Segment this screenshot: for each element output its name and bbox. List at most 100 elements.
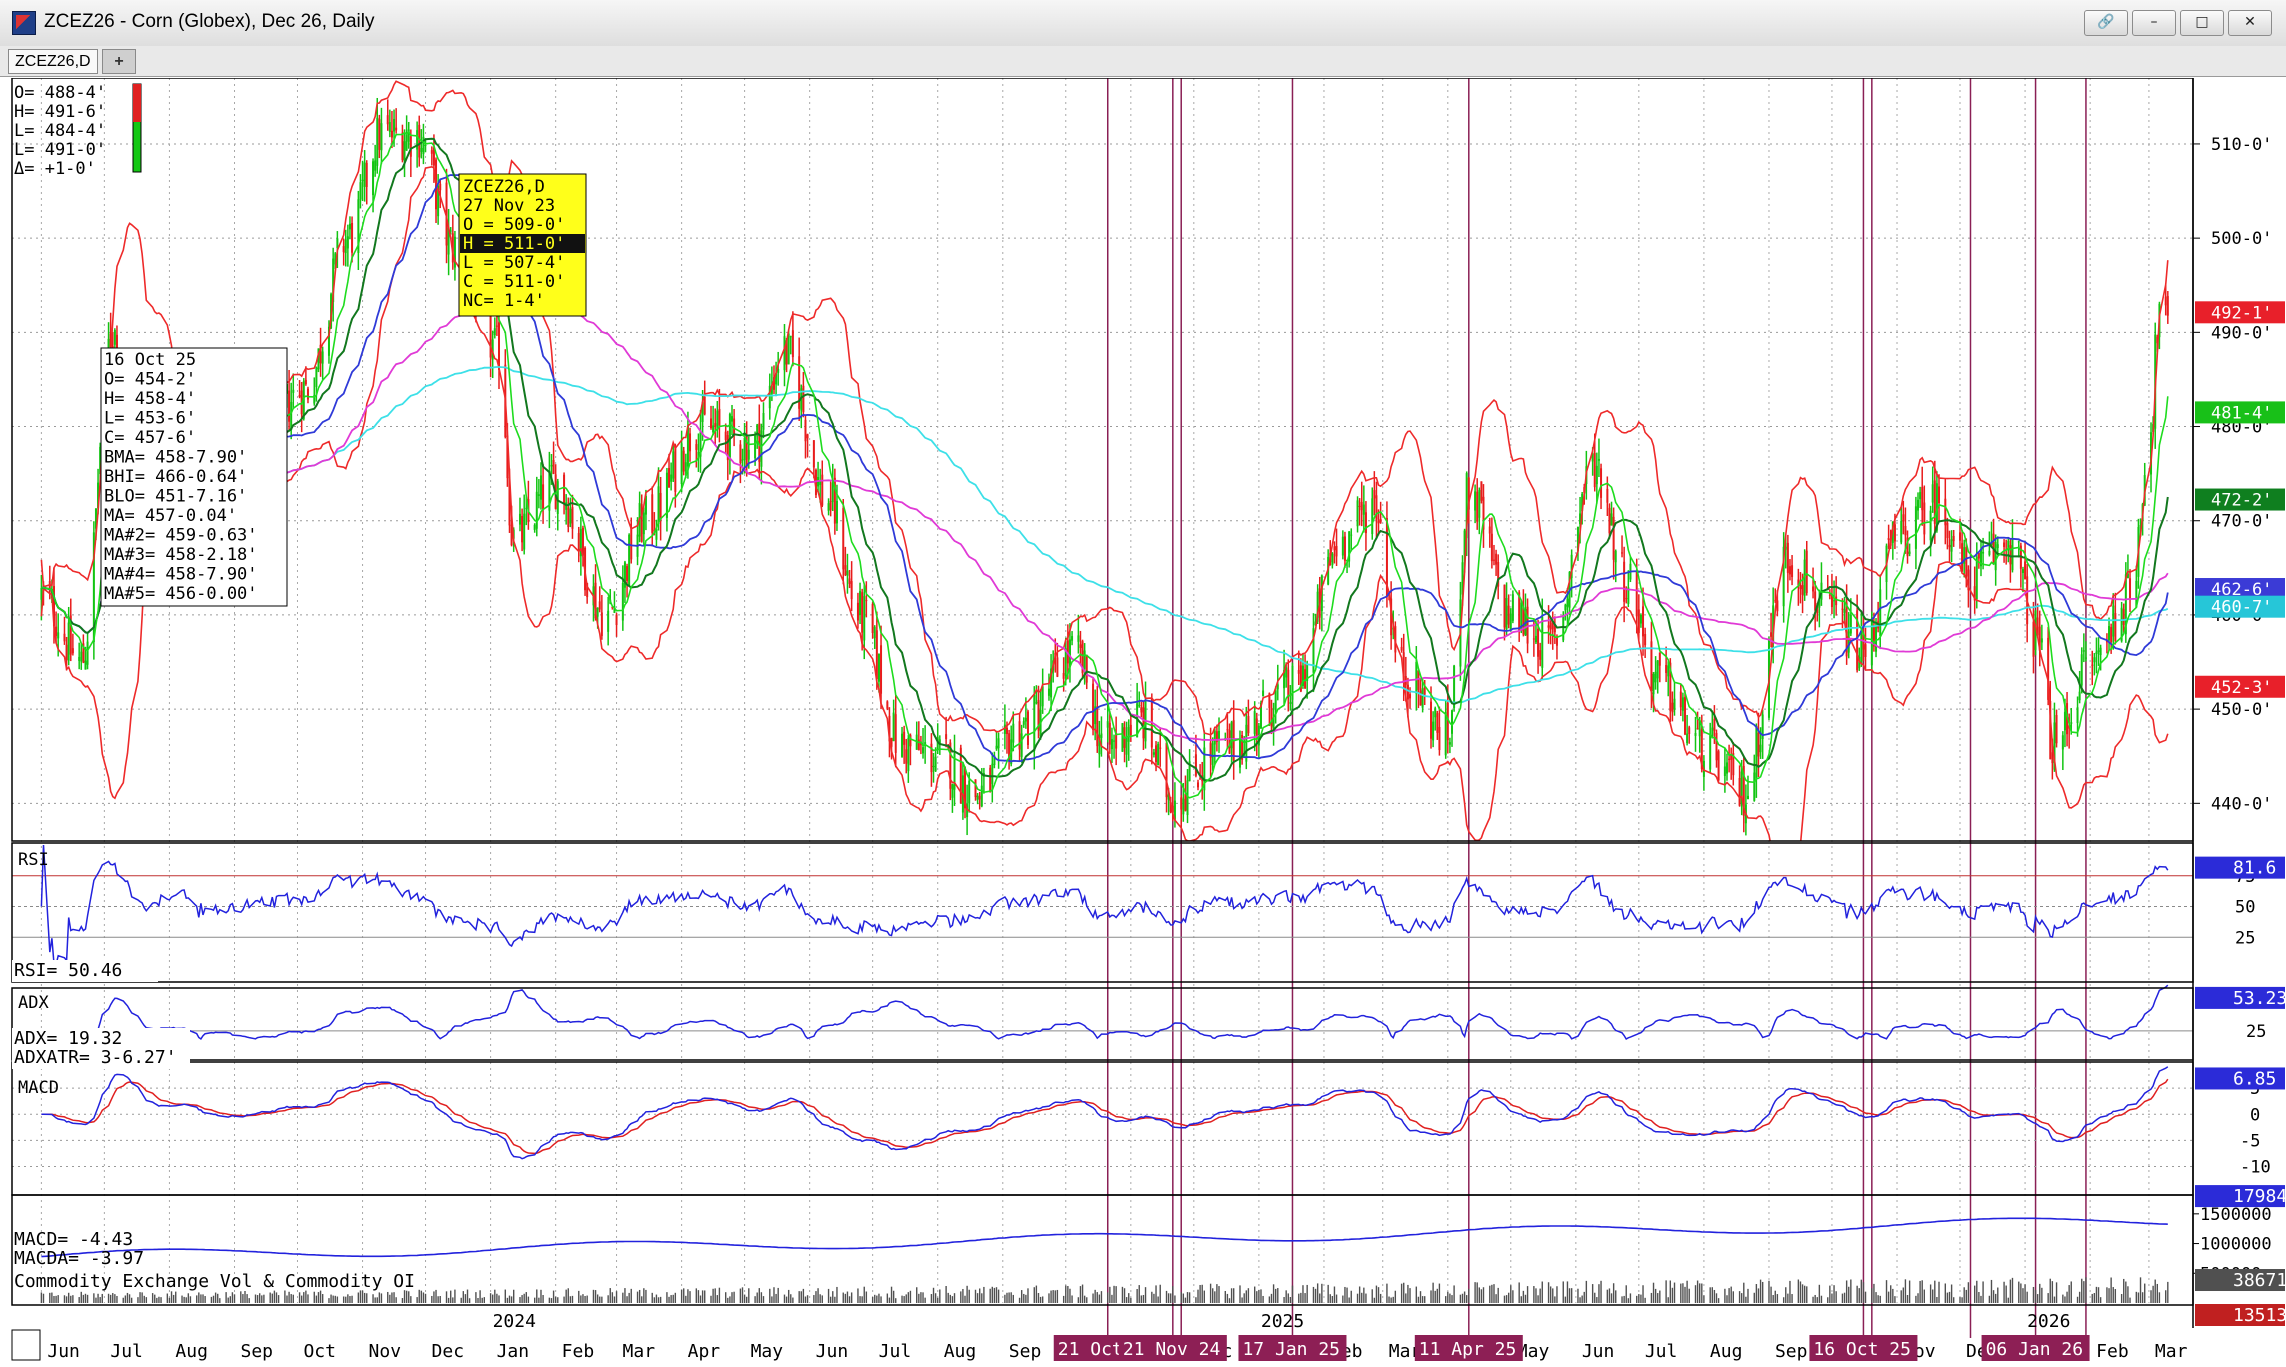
candle-body xyxy=(1681,697,1684,711)
candle-body xyxy=(842,508,845,570)
candle-body xyxy=(1774,599,1777,602)
candle-body xyxy=(945,734,948,740)
candle-body xyxy=(1900,521,1903,543)
candle-body xyxy=(2032,621,2035,657)
candle-body xyxy=(1301,665,1304,686)
candle-body xyxy=(344,239,347,254)
date-highlight-bg xyxy=(1238,1335,1347,1361)
tab-chart[interactable]: ZCEZ26,D xyxy=(8,49,98,74)
candle-body xyxy=(833,477,836,524)
candle-body xyxy=(1931,484,1934,503)
candle-body xyxy=(393,118,396,132)
candle-body xyxy=(332,258,335,303)
candle-body xyxy=(2053,722,2056,770)
candle-body xyxy=(1478,490,1481,518)
candle-body xyxy=(770,385,773,394)
candle-body xyxy=(724,431,727,441)
candle-body xyxy=(993,755,996,766)
candle-body xyxy=(1432,721,1435,741)
candle-body xyxy=(1356,500,1359,527)
candle-body xyxy=(1776,600,1779,612)
candle-body xyxy=(964,767,967,809)
chart-canvas[interactable]: 510-0'500-0'490-0'480-0'470-0'460-0'450-… xyxy=(0,78,2286,1367)
month-label: Jul xyxy=(1645,1341,1678,1362)
rsi-line xyxy=(40,844,2169,966)
close-button[interactable]: ✕ xyxy=(2228,10,2272,36)
chart-area[interactable]: 510-0'500-0'490-0'480-0'470-0'460-0'450-… xyxy=(0,78,2286,1367)
candle-body xyxy=(812,440,815,468)
candle-body xyxy=(917,739,920,751)
candle-body xyxy=(2099,647,2102,656)
candle-body xyxy=(1022,721,1025,725)
candle-body xyxy=(319,344,322,364)
candle-body xyxy=(1818,599,1821,608)
minimize-button[interactable]: – xyxy=(2132,10,2176,36)
candle-body xyxy=(1914,506,1917,549)
candle-body xyxy=(92,532,95,643)
candle-body xyxy=(1182,798,1185,815)
link-icon[interactable]: 🔗 xyxy=(2084,10,2128,36)
candle-body xyxy=(1973,586,1976,601)
candle-body xyxy=(859,591,862,615)
candle-body xyxy=(533,524,536,530)
candle-body xyxy=(2097,650,2100,652)
maximize-button[interactable]: □ xyxy=(2180,10,2224,36)
candle-body xyxy=(1933,480,1936,524)
candle-body xyxy=(1786,542,1789,573)
candle-body xyxy=(1784,546,1787,550)
candle-body xyxy=(1362,504,1365,515)
candle-body xyxy=(1929,510,1932,541)
candle-body xyxy=(1963,547,1966,564)
candle-body xyxy=(1946,522,1949,538)
candle-body xyxy=(288,390,291,422)
candle-body xyxy=(1297,669,1300,674)
candle-body xyxy=(819,480,822,485)
candle-body xyxy=(1864,644,1867,657)
candle-body xyxy=(1438,726,1441,751)
candle-body xyxy=(668,468,671,488)
candle-body xyxy=(922,747,925,754)
candle-body xyxy=(2011,539,2014,571)
price-tick-label: 510-0' xyxy=(2211,135,2272,155)
add-tab-button[interactable]: + xyxy=(102,49,136,74)
candle-body xyxy=(1173,800,1176,820)
candle-body xyxy=(372,161,375,196)
price-badge xyxy=(2195,595,2285,618)
candle-body xyxy=(607,610,610,632)
year-label: 2025 xyxy=(1261,1311,1304,1332)
month-label: Jun xyxy=(47,1341,80,1362)
candle-body xyxy=(449,230,452,232)
candle-body xyxy=(1833,600,1836,602)
candle-body xyxy=(346,236,349,249)
candle-body xyxy=(403,141,406,161)
candle-body xyxy=(1140,707,1143,713)
tooltip-yellow-line: H = 511-0' xyxy=(463,234,565,254)
candle-body xyxy=(1121,723,1124,752)
rsi-tick-label: 50 xyxy=(2235,898,2255,918)
candle-body xyxy=(1532,638,1535,640)
candle-body xyxy=(1180,797,1183,810)
candle-body xyxy=(1570,554,1573,579)
candle-body xyxy=(1935,483,1938,531)
candle-body xyxy=(2080,654,2083,686)
candle-body xyxy=(439,183,442,191)
candle-body xyxy=(1694,733,1697,736)
candle-body xyxy=(865,600,868,602)
candle-body xyxy=(447,227,450,255)
candle-body xyxy=(1012,723,1015,743)
candle-body xyxy=(409,136,412,157)
candle-body xyxy=(1698,720,1701,737)
candle-body xyxy=(1316,591,1319,622)
candle-body xyxy=(1595,465,1598,485)
candle-body xyxy=(1713,719,1716,731)
candle-body xyxy=(1814,591,1817,611)
candle-body xyxy=(432,147,435,166)
candle-body xyxy=(1444,712,1447,756)
candle-body xyxy=(741,459,744,461)
candle-body xyxy=(313,394,316,404)
candle-body xyxy=(109,333,112,348)
adx-tick-label: 25 xyxy=(2246,1022,2266,1042)
candle-body xyxy=(747,449,750,460)
candle-body xyxy=(1446,702,1449,741)
candle-body xyxy=(1623,561,1626,602)
